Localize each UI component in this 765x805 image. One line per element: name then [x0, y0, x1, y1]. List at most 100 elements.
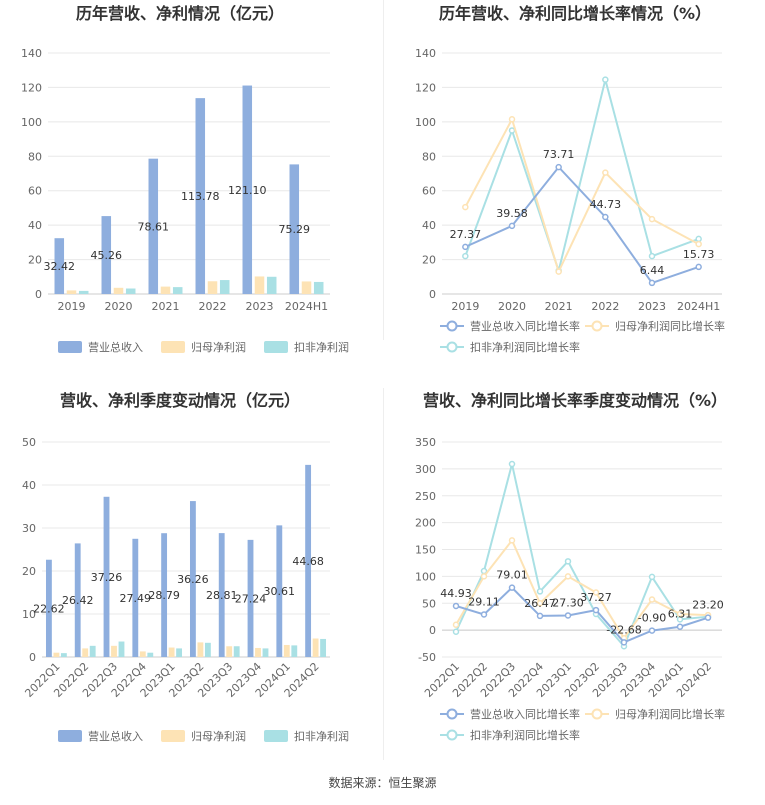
y-tick-label: 10 [22, 608, 36, 621]
data-label: 44.68 [292, 555, 324, 568]
y-tick-label: 0 [29, 651, 36, 664]
chart-1: 历年营收、净利情况（亿元） 0 20 40 60 80 100 120 140 2019 2020 2… [21, 4, 349, 354]
data-point-2 [648, 596, 656, 603]
data-point-1 [480, 611, 488, 618]
data-label: 26.47 [524, 597, 556, 610]
data-label: 45.26 [91, 249, 123, 262]
bar-3 [219, 280, 230, 294]
x-tick-label: 2022 [199, 300, 227, 313]
data-point-3 [602, 76, 609, 83]
data-point-1 [508, 584, 516, 591]
data-label: 121.10 [228, 184, 267, 197]
bar-2 [113, 287, 124, 294]
data-point-2 [508, 116, 516, 123]
data-label: 39.58 [496, 207, 528, 220]
data-label: 6.31 [668, 608, 693, 621]
y-tick-label: 20 [28, 254, 42, 267]
bar-2 [255, 647, 261, 657]
data-point-1 [676, 623, 684, 630]
data-point-1 [462, 243, 469, 251]
bar-2 [254, 276, 265, 294]
bar-2 [82, 648, 89, 657]
bar-2 [66, 290, 77, 294]
legend-label: 扣非净利润 [294, 340, 349, 354]
bar-2 [301, 281, 312, 294]
y-tick-label: 60 [28, 185, 42, 198]
y-tick-label: 0 [35, 288, 42, 301]
y-tick-label: 20 [422, 254, 436, 267]
y-tick-label: 100 [21, 116, 42, 129]
data-label: -22.68 [606, 623, 641, 636]
x-tick-label: 2020 [498, 300, 526, 313]
data-point-2 [676, 610, 684, 618]
data-point-1 [602, 213, 609, 221]
data-label: 27.30 [552, 596, 584, 609]
bar-3 [118, 641, 125, 657]
y-tick-label: 0 [429, 624, 436, 637]
legend-label: 归母净利润同比增长率 [615, 707, 725, 721]
legend-swatch [161, 730, 185, 742]
chart-4: 营收、净利同比增长率季度变动情况（%） -50 0 50 100 150 200 250 300… [415, 391, 727, 742]
data-point-3 [508, 127, 516, 134]
panel-divider-top [383, 0, 384, 340]
bar-2 [226, 646, 233, 657]
data-point-2 [648, 215, 656, 223]
y-tick-label: 40 [422, 219, 436, 232]
data-label: 27.37 [450, 228, 482, 241]
bar-3 [320, 638, 327, 657]
bar-3 [291, 645, 298, 657]
bar-2 [197, 642, 204, 657]
data-label: 27.49 [120, 592, 152, 605]
y-tick-label: 80 [28, 150, 42, 163]
data-point-1 [508, 222, 516, 230]
y-tick-label: 100 [415, 570, 436, 583]
bar-3 [60, 653, 67, 657]
bar-2 [111, 645, 117, 657]
bar-3 [313, 281, 324, 294]
y-tick-label: 80 [422, 150, 436, 163]
y-tick-label: 300 [415, 463, 436, 476]
data-label: 26.42 [62, 594, 94, 607]
data-label: 27.24 [235, 592, 267, 605]
legend-swatch [264, 341, 288, 353]
data-point-2 [452, 621, 460, 628]
data-point-2 [602, 169, 609, 176]
data-label: 78.61 [138, 220, 170, 233]
data-label: 113.78 [181, 190, 220, 203]
bar-1 [54, 238, 65, 294]
data-label: 6.44 [640, 264, 665, 277]
data-label: 29.11 [468, 595, 500, 608]
x-tick-label: 2023 [246, 300, 274, 313]
legend-marker [446, 320, 458, 332]
series-line-1 [455, 586, 709, 644]
legend: 营业总收入 归母净利润 扣非净利润 [58, 340, 349, 354]
bar-3 [266, 276, 277, 294]
y-tick-label: 50 [22, 436, 36, 449]
y-tick-label: 140 [21, 47, 42, 60]
data-point-3 [695, 235, 702, 243]
bar-1 [218, 533, 225, 657]
bar-1 [195, 98, 206, 294]
legend-label: 归母净利润 [191, 729, 246, 743]
bar-3 [172, 287, 183, 294]
panel-divider-bottom [383, 388, 384, 760]
legend-swatch [161, 341, 185, 353]
bar-2 [283, 644, 290, 657]
data-point-1 [564, 612, 572, 619]
legend-marker [446, 708, 458, 720]
x-tick-label: 2024H1 [285, 300, 328, 313]
legend-swatch [264, 730, 288, 742]
x-tick-label: 2024H1 [677, 300, 720, 313]
legend-label: 扣非净利润 [294, 729, 349, 743]
y-tick-label: 50 [422, 597, 436, 610]
chart-title: 营收、净利季度变动情况（亿元） [60, 391, 300, 410]
legend-label: 营业总收入 [88, 729, 143, 743]
data-point-3 [564, 558, 572, 565]
legend-label: 归母净利润 [191, 340, 246, 354]
legend-marker [446, 341, 458, 353]
y-tick-label: 40 [22, 479, 36, 492]
bar-2 [207, 281, 218, 294]
bar-1 [189, 501, 196, 657]
